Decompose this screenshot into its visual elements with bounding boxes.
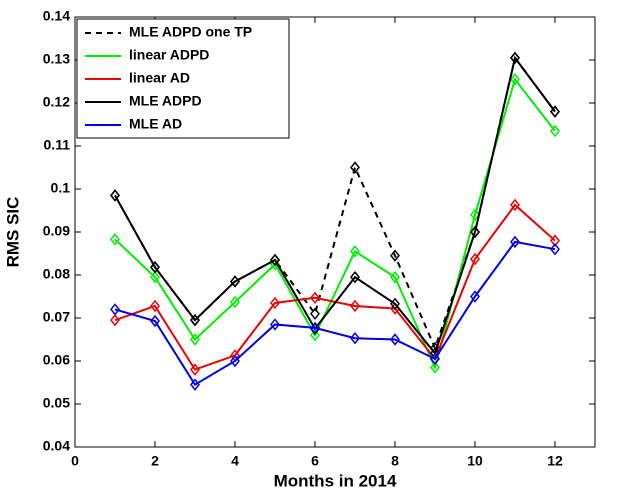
series-line [114,55,556,356]
y-tick-label: 0.04 [43,438,70,454]
y-tick-label: 0.11 [44,137,71,153]
y-tick-label: 0.09 [43,223,70,239]
marker [150,270,160,284]
marker [190,363,200,376]
marker [310,291,320,304]
y-tick-label: 0.13 [43,51,70,67]
marker [110,233,120,246]
legend: MLE ADPD one TP linear ADPD linear AD MLE A… [76,18,290,139]
x-tick-label: 6 [311,453,319,469]
marker [230,295,240,309]
marker [350,270,360,284]
marker [270,253,280,267]
legend-label: MLE ADPD one TP [129,24,252,40]
series-line [114,203,556,371]
marker [190,313,200,327]
marker [470,252,480,266]
x-tick-label: 2 [151,453,159,469]
marker [190,333,200,346]
marker [550,105,560,118]
marker [510,198,520,212]
marker [390,333,400,346]
x-tick-label: 8 [391,453,399,469]
marker [350,332,360,345]
legend-label: linear ADPD [129,47,209,63]
marker [510,235,520,249]
marker [150,299,160,313]
marker [110,303,120,316]
y-tick-label: 0.08 [43,266,70,282]
marker [270,318,280,331]
marker [310,321,320,335]
marker [230,275,240,288]
y-tick-label: 0.12 [43,94,70,110]
marker [110,313,120,327]
marker [310,307,320,320]
marker [550,242,560,256]
marker [150,261,160,274]
marker [470,290,480,303]
legend-label: MLE AD [129,116,182,132]
marker [430,352,440,366]
y-tick-label: 0.07 [43,309,70,325]
x-tick-label: 0 [71,453,79,469]
series-line [114,77,556,371]
x-tick-label: 10 [467,453,483,469]
marker [350,299,360,313]
marker [350,245,360,258]
x-axis-label: Months in 2014 [274,471,397,490]
y-tick-label: 0.1 [51,180,71,196]
marker [190,378,200,391]
marker [110,189,120,202]
marker [390,270,400,284]
y-tick-label: 0.05 [43,395,70,411]
marker [430,361,440,374]
x-tick-label: 12 [547,453,563,469]
series-line [114,240,556,387]
y-tick-label: 0.14 [43,8,70,24]
marker [310,328,320,342]
marker [270,296,280,310]
marker [550,234,560,247]
marker [510,51,520,65]
marker [470,208,480,222]
legend-label: linear AD [129,70,190,86]
y-axis-label: RMS SIC [3,197,22,268]
y-tick-label: 0.06 [43,352,70,368]
marker [150,314,160,328]
marker [470,225,480,239]
marker [390,297,400,311]
marker [390,249,400,262]
marker [230,354,240,368]
legend-label: MLE ADPD [129,93,202,109]
marker [350,161,360,174]
marker [550,124,560,138]
marker [510,73,520,86]
x-tick-label: 4 [231,453,239,469]
